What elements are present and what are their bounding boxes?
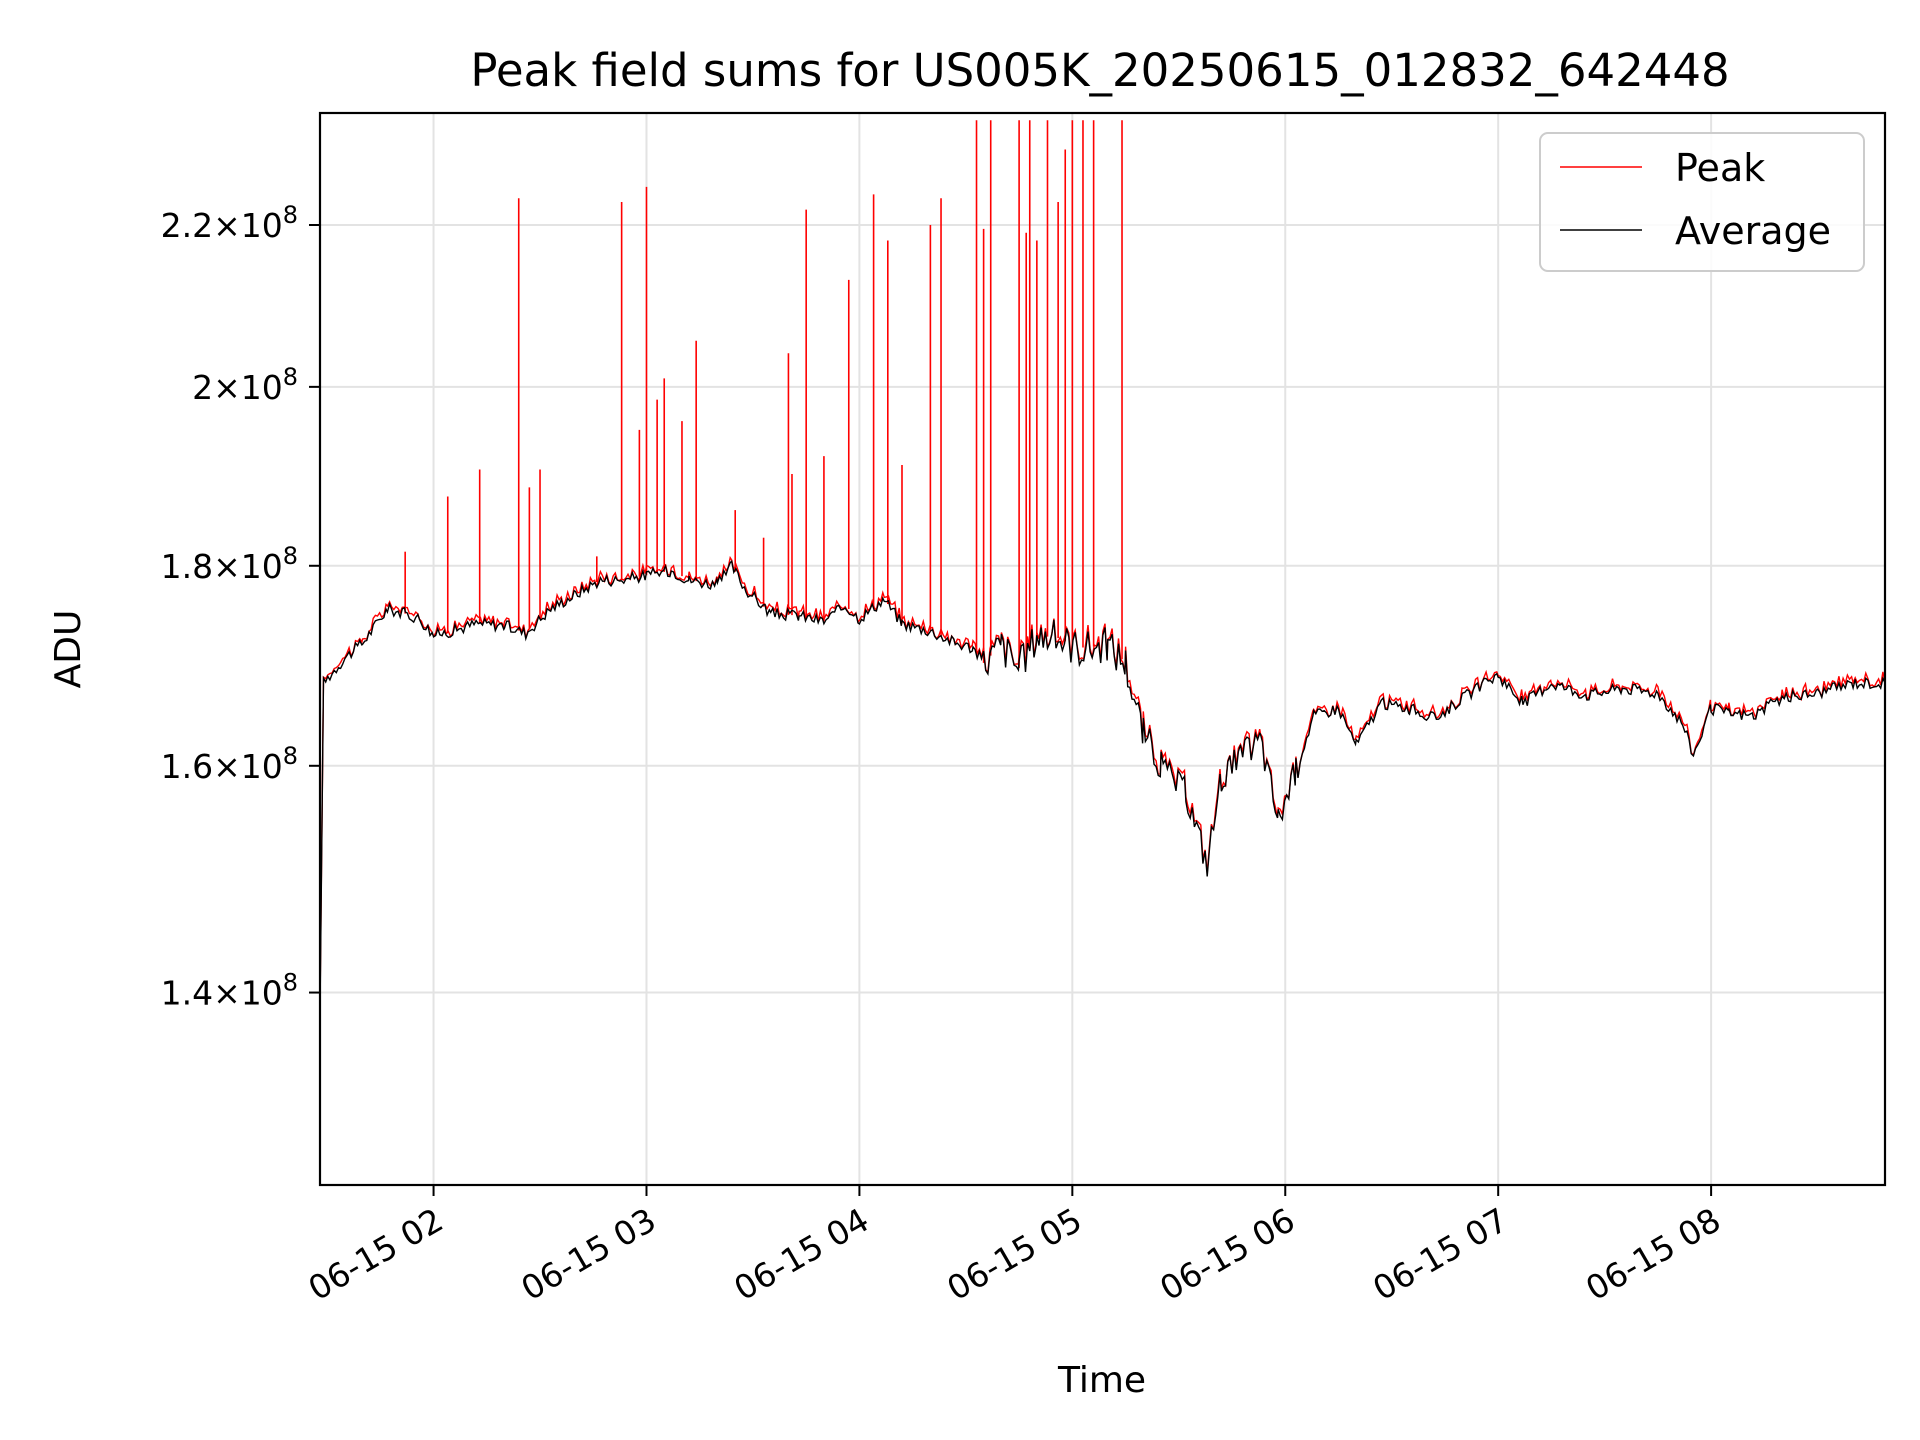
y-tick-label: 1.8×108 xyxy=(161,542,298,586)
average-series-line xyxy=(319,559,1886,1013)
chart-title: Peak field sums for US005K_20250615_0128… xyxy=(470,44,1729,97)
legend-peak-label: Peak xyxy=(1675,146,1765,190)
y-tick-label: 1.4×108 xyxy=(161,969,298,1013)
x-axis-title: Time xyxy=(1057,1360,1146,1401)
y-tick-label: 2.2×108 xyxy=(161,201,298,245)
plot-lines xyxy=(319,120,1886,1013)
y-tick-label: 2×108 xyxy=(192,363,298,407)
y-axis: 1.4×108 1.6×108 1.8×108 2×108 2.2×108 xyxy=(161,201,320,1013)
legend: Peak Average xyxy=(1539,132,1865,272)
y-axis-title: ADU xyxy=(48,610,89,689)
plot-frame xyxy=(318,111,1887,1187)
legend-average-label: Average xyxy=(1675,209,1831,253)
y-tick-label: 1.6×108 xyxy=(161,742,298,786)
peak-series-line xyxy=(319,555,1886,1007)
